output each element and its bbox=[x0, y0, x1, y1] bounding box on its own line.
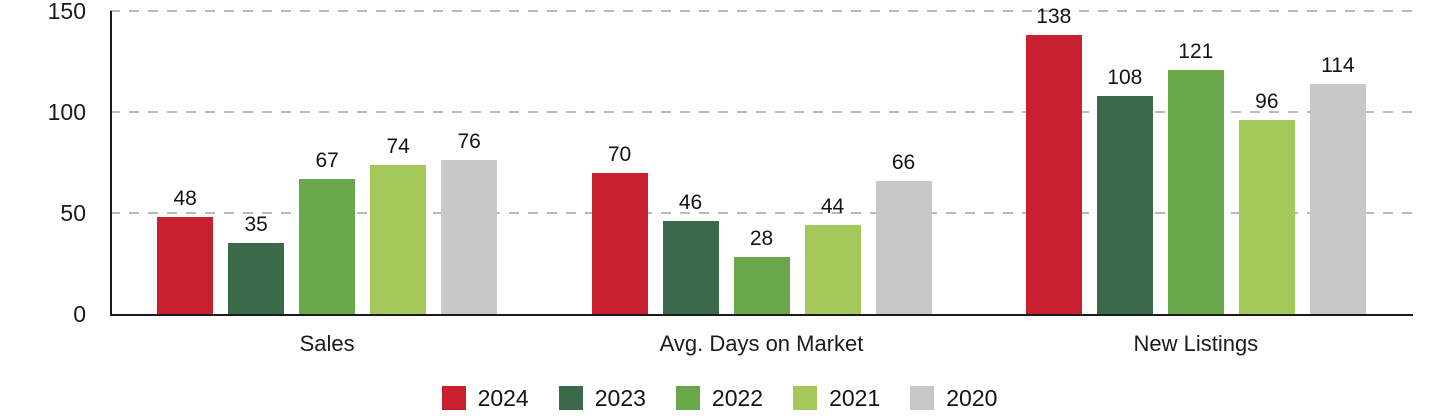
legend-swatch-icon bbox=[675, 386, 700, 410]
y-axis-line bbox=[110, 11, 112, 316]
h-gridline bbox=[110, 111, 1413, 113]
bar-2023-sales bbox=[228, 243, 285, 314]
legend-item-2020: 2020 bbox=[910, 385, 997, 412]
legend-label: 2021 bbox=[829, 384, 881, 411]
bar-value-label: 96 bbox=[1255, 90, 1279, 114]
bar-value-label: 48 bbox=[173, 187, 197, 211]
legend-swatch-icon bbox=[558, 386, 583, 410]
bar-value-label: 108 bbox=[1107, 65, 1143, 89]
bar-value-label: 28 bbox=[749, 227, 774, 251]
bar-2021-avg-days-on-market bbox=[804, 225, 861, 314]
bar-2024-avg-days-on-market bbox=[591, 172, 648, 314]
legend-item-2021: 2021 bbox=[793, 385, 880, 412]
bar-value-label: 66 bbox=[891, 150, 916, 174]
bar-2022-new-listings bbox=[1167, 69, 1224, 314]
x-axis-line bbox=[110, 314, 1413, 316]
bar-2021-new-listings bbox=[1238, 120, 1295, 314]
x-axis-category-label: New Listings bbox=[1133, 331, 1259, 356]
bar-2020-sales bbox=[441, 160, 498, 314]
bar-2024-sales bbox=[157, 217, 214, 314]
y-axis-tick-label: 150 bbox=[47, 0, 86, 24]
bar-value-label: 35 bbox=[244, 213, 268, 237]
x-axis-category-label: Avg. Days on Market bbox=[659, 331, 864, 356]
legend-swatch-icon bbox=[793, 386, 818, 410]
bar-value-label: 114 bbox=[1321, 53, 1355, 77]
legend-swatch-icon bbox=[441, 386, 466, 410]
bar-2020-new-listings bbox=[1309, 83, 1366, 314]
bar-2021-sales bbox=[370, 164, 427, 314]
bar-2023-avg-days-on-market bbox=[662, 221, 719, 314]
bar-value-label: 67 bbox=[315, 148, 339, 172]
bar-2023-new-listings bbox=[1096, 95, 1153, 314]
bar-value-label: 44 bbox=[820, 195, 845, 219]
legend-label: 2024 bbox=[477, 384, 529, 411]
x-axis-category-label: Sales bbox=[299, 331, 355, 356]
y-axis-tick-label: 100 bbox=[47, 99, 86, 125]
legend-swatch-icon bbox=[910, 386, 935, 410]
h-gridline bbox=[110, 10, 1413, 12]
bar-value-label: 70 bbox=[607, 142, 632, 166]
bar-2022-avg-days-on-market bbox=[733, 257, 790, 314]
legend-label: 2023 bbox=[594, 384, 646, 411]
h-gridline bbox=[110, 212, 1413, 214]
legend-label: 2022 bbox=[711, 384, 764, 411]
y-axis-tick-label: 50 bbox=[60, 200, 86, 226]
legend-item-2024: 2024 bbox=[441, 384, 529, 412]
legend-label: 2020 bbox=[946, 384, 998, 411]
bar-value-label: 138 bbox=[1036, 5, 1072, 29]
legend-item-2022: 2022 bbox=[675, 384, 764, 412]
y-axis-tick-label: 0 bbox=[73, 301, 86, 327]
bar-value-label: 46 bbox=[678, 191, 703, 215]
bar-2024-new-listings bbox=[1025, 35, 1082, 314]
chart-legend: 2024 2023 2022 2021 2020 bbox=[0, 383, 1439, 413]
bar-value-label: 121 bbox=[1178, 39, 1214, 63]
bar-2020-avg-days-on-market bbox=[875, 180, 932, 314]
bar-value-label: 76 bbox=[457, 130, 481, 154]
bar-2022-sales bbox=[299, 178, 356, 314]
bar-value-label: 74 bbox=[386, 134, 410, 158]
legend-item-2023: 2023 bbox=[558, 384, 646, 412]
